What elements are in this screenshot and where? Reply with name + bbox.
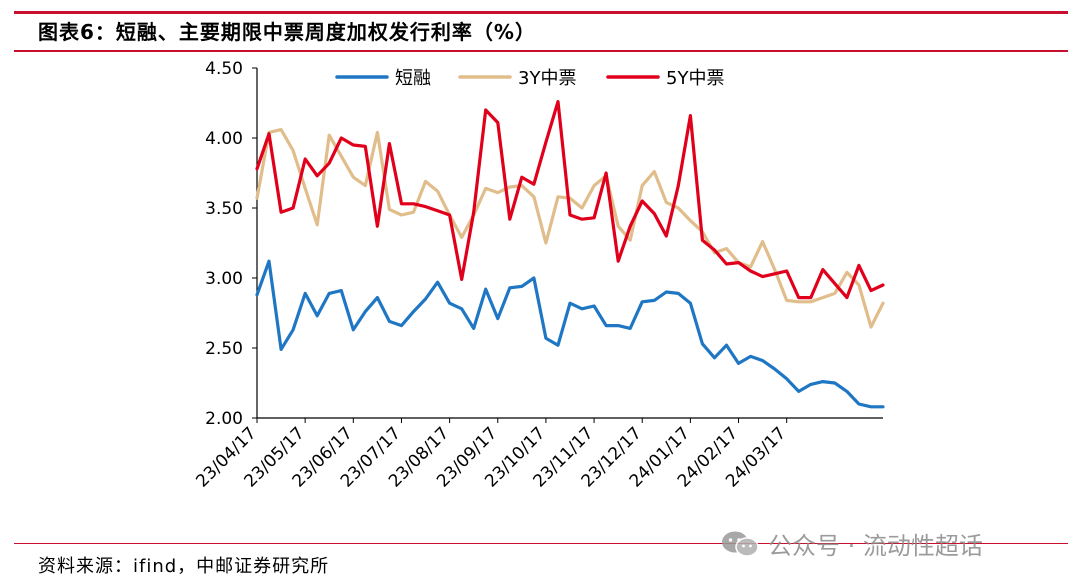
y-tick-label: 2.00	[205, 409, 243, 429]
legend-label-0: 短融	[395, 68, 431, 89]
legend-label-1: 3Y中票	[518, 68, 576, 89]
title-rule	[14, 50, 1068, 52]
top-rule	[14, 11, 1068, 14]
y-tick-label: 3.00	[205, 269, 243, 289]
chart-title: 图表6：短融、主要期限中票周度加权发行利率（%）	[38, 20, 536, 44]
series-line-1	[255, 128, 885, 329]
y-tick-label: 2.50	[205, 339, 243, 359]
series-line-0	[255, 259, 885, 409]
series-line-2	[255, 99, 885, 300]
y-tick-label: 4.50	[205, 59, 243, 79]
source-note: 资料来源：ifind，中邮证券研究所	[38, 556, 330, 577]
y-tick-label: 4.00	[205, 129, 243, 149]
watermark-text: 公众号 · 流动性超话	[768, 532, 983, 560]
chart-axes: 4.504.003.503.002.502.0023/04/1723/05/17…	[192, 59, 883, 492]
series-layer	[255, 99, 885, 409]
chart-legend: 短融 3Y中票 5Y中票	[335, 68, 724, 89]
legend-label-2: 5Y中票	[666, 68, 724, 89]
watermark: 公众号 · 流动性超话	[720, 526, 983, 561]
wechat-icon	[722, 531, 759, 557]
bottom-rule	[14, 543, 1068, 544]
y-tick-label: 3.50	[205, 199, 243, 219]
